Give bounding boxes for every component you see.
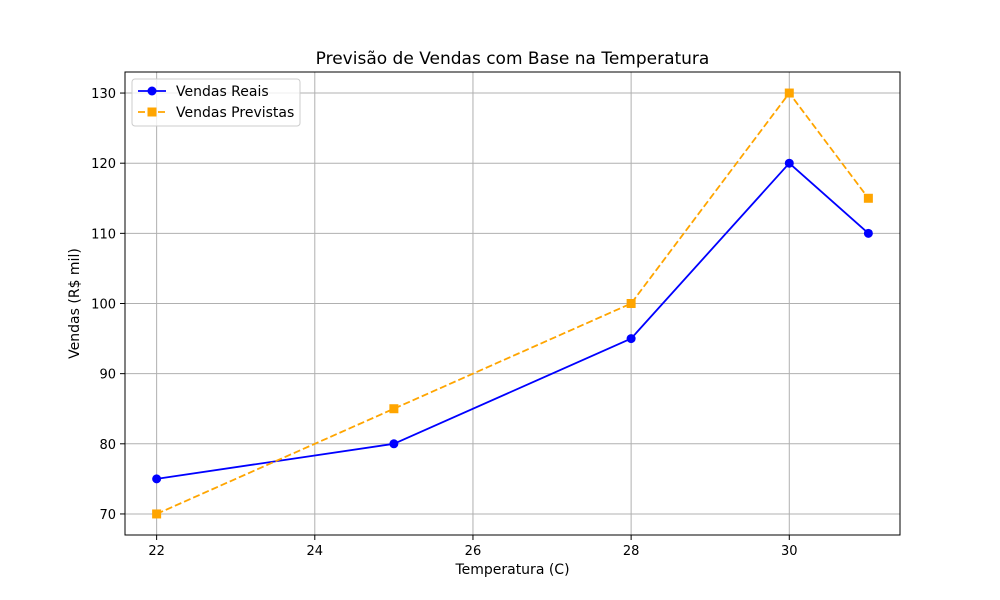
legend-box: [131, 78, 301, 127]
y-tick-label: 70: [99, 508, 116, 523]
legend: Vendas Reais Vendas Previstas: [131, 78, 301, 127]
y-tick-label: 130: [91, 87, 116, 102]
chart-title: Previsão de Vendas com Base na Temperatu…: [316, 49, 710, 69]
data-point: [784, 88, 794, 98]
x-tick-label: 24: [307, 544, 324, 559]
grid-lines: [125, 72, 900, 535]
y-tick-label: 120: [91, 157, 116, 172]
y-tick-label: 110: [91, 227, 116, 242]
series-2: [152, 88, 873, 519]
series-1: [152, 158, 873, 484]
y-tick-label: 90: [99, 368, 116, 383]
data-point: [863, 193, 873, 203]
y-axis-label: Vendas (R$ mil): [67, 248, 83, 359]
legend-label: Vendas Reais: [176, 84, 269, 100]
x-axis-label: Temperatura (C): [454, 562, 569, 578]
y-tick-label: 100: [91, 298, 116, 313]
x-tick-label: 30: [781, 544, 798, 559]
data-point: [784, 158, 794, 168]
x-tick-label: 28: [623, 544, 640, 559]
data-point: [389, 439, 399, 449]
data-point: [863, 228, 873, 238]
data-point: [389, 404, 399, 414]
series-line: [156, 92, 870, 515]
x-tick-label: 26: [465, 544, 482, 559]
y-tick-label: 80: [99, 438, 116, 453]
series-layer: [152, 88, 873, 519]
legend-marker: [147, 107, 157, 117]
legend-marker: [147, 86, 157, 96]
data-point: [626, 334, 636, 344]
axis-ticks: 22 24 26 28 30 70 80 90 100 110 120 130: [91, 87, 797, 559]
data-point: [152, 474, 162, 484]
data-point: [152, 509, 162, 519]
legend-label: Vendas Previstas: [176, 105, 294, 121]
data-point: [626, 299, 636, 308]
x-tick-label: 22: [148, 544, 165, 559]
